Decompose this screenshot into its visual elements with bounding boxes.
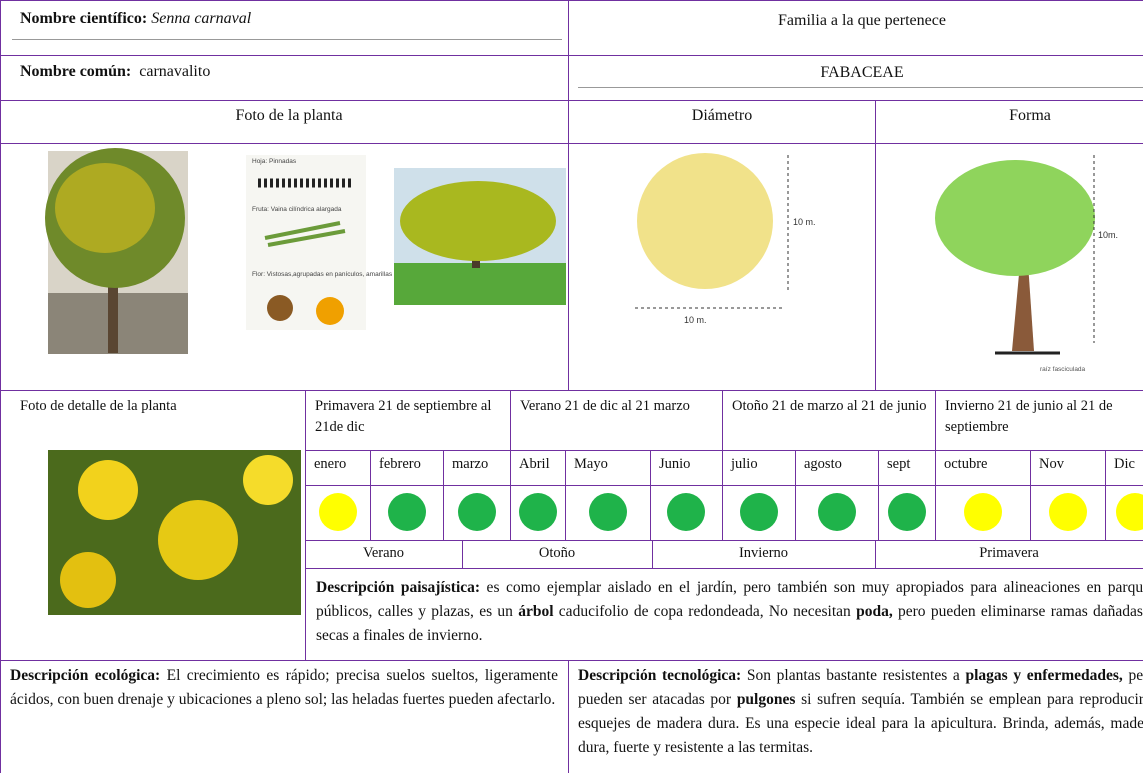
- bold-text: plagas y enfermedades,: [965, 667, 1123, 684]
- month: Nov: [1039, 456, 1064, 472]
- cell: [0, 0, 569, 56]
- landscape-description: Descripción paisajística: es como ejempl…: [316, 576, 1143, 648]
- section-title: Foto de detalle de la planta: [20, 398, 177, 414]
- scientific-name: Nombre científico: Senna carnaval: [20, 10, 251, 28]
- plate-label: Fruta: Vaina cilíndrica alargada: [252, 206, 342, 213]
- section-title: Diámetro: [691, 107, 753, 124]
- month: sept: [887, 456, 911, 472]
- plate-label: Flor: Vistosas,agrupadas en panículos, a…: [252, 271, 393, 278]
- month: Mayo: [574, 456, 608, 472]
- plate-label: Hoja: Pinnadas: [252, 158, 297, 165]
- season-header: Otoño 21 de marzo al 21 de junio: [732, 398, 927, 414]
- text: es como ejemplar aislado en el jardín, p…: [316, 579, 1143, 620]
- month: Dic: [1114, 456, 1135, 472]
- value: Senna carnaval: [151, 10, 252, 27]
- month-status: [887, 493, 926, 531]
- month: julio: [731, 456, 758, 472]
- dimension-label: 10m.: [1098, 230, 1118, 240]
- bold-text: Descripción ecológica:: [10, 667, 161, 684]
- month: agosto: [804, 456, 842, 472]
- season-header: Invierno 21 de junio al 21 de septiembre: [945, 398, 1113, 435]
- park-photo: [394, 168, 566, 305]
- rule: [12, 39, 562, 40]
- dimension-label: 10 m.: [793, 217, 816, 227]
- section-title: Foto de la planta: [235, 107, 343, 124]
- technological-description: Descripción tecnológica: Son plantas bas…: [578, 664, 1143, 760]
- illustrations: Hoja: Pinnadas Fruta: Vaina cilíndrica a…: [45, 148, 1118, 373]
- month: Junio: [659, 456, 691, 472]
- section-title: Forma: [1009, 107, 1051, 124]
- month-status: [739, 493, 778, 531]
- divider: [462, 540, 463, 569]
- text: si sufren sequía. También se emplean par…: [578, 691, 1143, 756]
- month: Abril: [519, 456, 550, 472]
- tree-photo: [45, 148, 188, 354]
- month-status: [963, 493, 1002, 531]
- month-status: [1048, 493, 1087, 531]
- season-header: Verano 21 de dic al 21 marzo: [520, 398, 690, 414]
- divider: [652, 540, 653, 569]
- text: El crecimiento es rápido; precisa suelos…: [10, 667, 558, 708]
- bold-text: pulgones: [736, 691, 796, 708]
- month-status: [588, 493, 627, 531]
- month-status: [817, 493, 856, 531]
- text: pero pueden eliminarse ramas dañadas o s…: [316, 603, 1143, 644]
- month: enero: [314, 456, 347, 472]
- month-status: [318, 493, 357, 531]
- text: Son plantas bastante resistentes a: [741, 667, 966, 684]
- month: marzo: [452, 456, 489, 472]
- label: Nombre común:: [20, 63, 132, 80]
- dimension-label: 10 m.: [684, 315, 707, 325]
- text: caducifolio de copa redondeada, No neces…: [553, 603, 857, 620]
- season-header: Primavera 21 de septiembre al 21de dic: [315, 398, 492, 435]
- bold-text: poda,: [856, 603, 893, 620]
- month-status: [457, 493, 496, 531]
- bold-text: Descripción paisajística:: [316, 579, 481, 596]
- month-status: [518, 493, 557, 531]
- value: carnavalito: [139, 63, 211, 80]
- divider: [875, 540, 876, 569]
- detail-photo: [48, 450, 301, 615]
- season: Invierno: [738, 545, 789, 561]
- month-status: [667, 493, 705, 531]
- month-status: [1116, 493, 1143, 531]
- season: Primavera: [979, 545, 1039, 561]
- ecological-description: Descripción ecológica: El crecimiento es…: [10, 664, 558, 712]
- cell: [1105, 485, 1143, 541]
- season: Otoño: [538, 545, 576, 561]
- cell: [568, 660, 1143, 773]
- diameter-diagram: 10 m. 10 m.: [635, 153, 816, 325]
- month: octubre: [944, 456, 988, 472]
- bold-text: Descripción tecnológica:: [578, 667, 742, 684]
- month: febrero: [379, 456, 421, 472]
- text: pero pueden ser atacadas por: [578, 667, 1143, 708]
- family: FABACEAE: [820, 64, 904, 81]
- label: Nombre científico:: [20, 10, 148, 27]
- shape-diagram: 10m. raíz fasciculada: [935, 155, 1118, 373]
- botanical-plate: Hoja: Pinnadas Fruta: Vaina cilíndrica a…: [246, 155, 393, 330]
- dimension-label: raíz fasciculada: [1040, 366, 1086, 373]
- rule: [578, 87, 1143, 88]
- common-name: Nombre común: carnavalito: [20, 63, 210, 81]
- season: Verano: [362, 545, 405, 561]
- month-status: [387, 493, 426, 531]
- family-label: Familia a la que pertenece: [778, 12, 946, 29]
- bold-text: árbol: [518, 603, 554, 620]
